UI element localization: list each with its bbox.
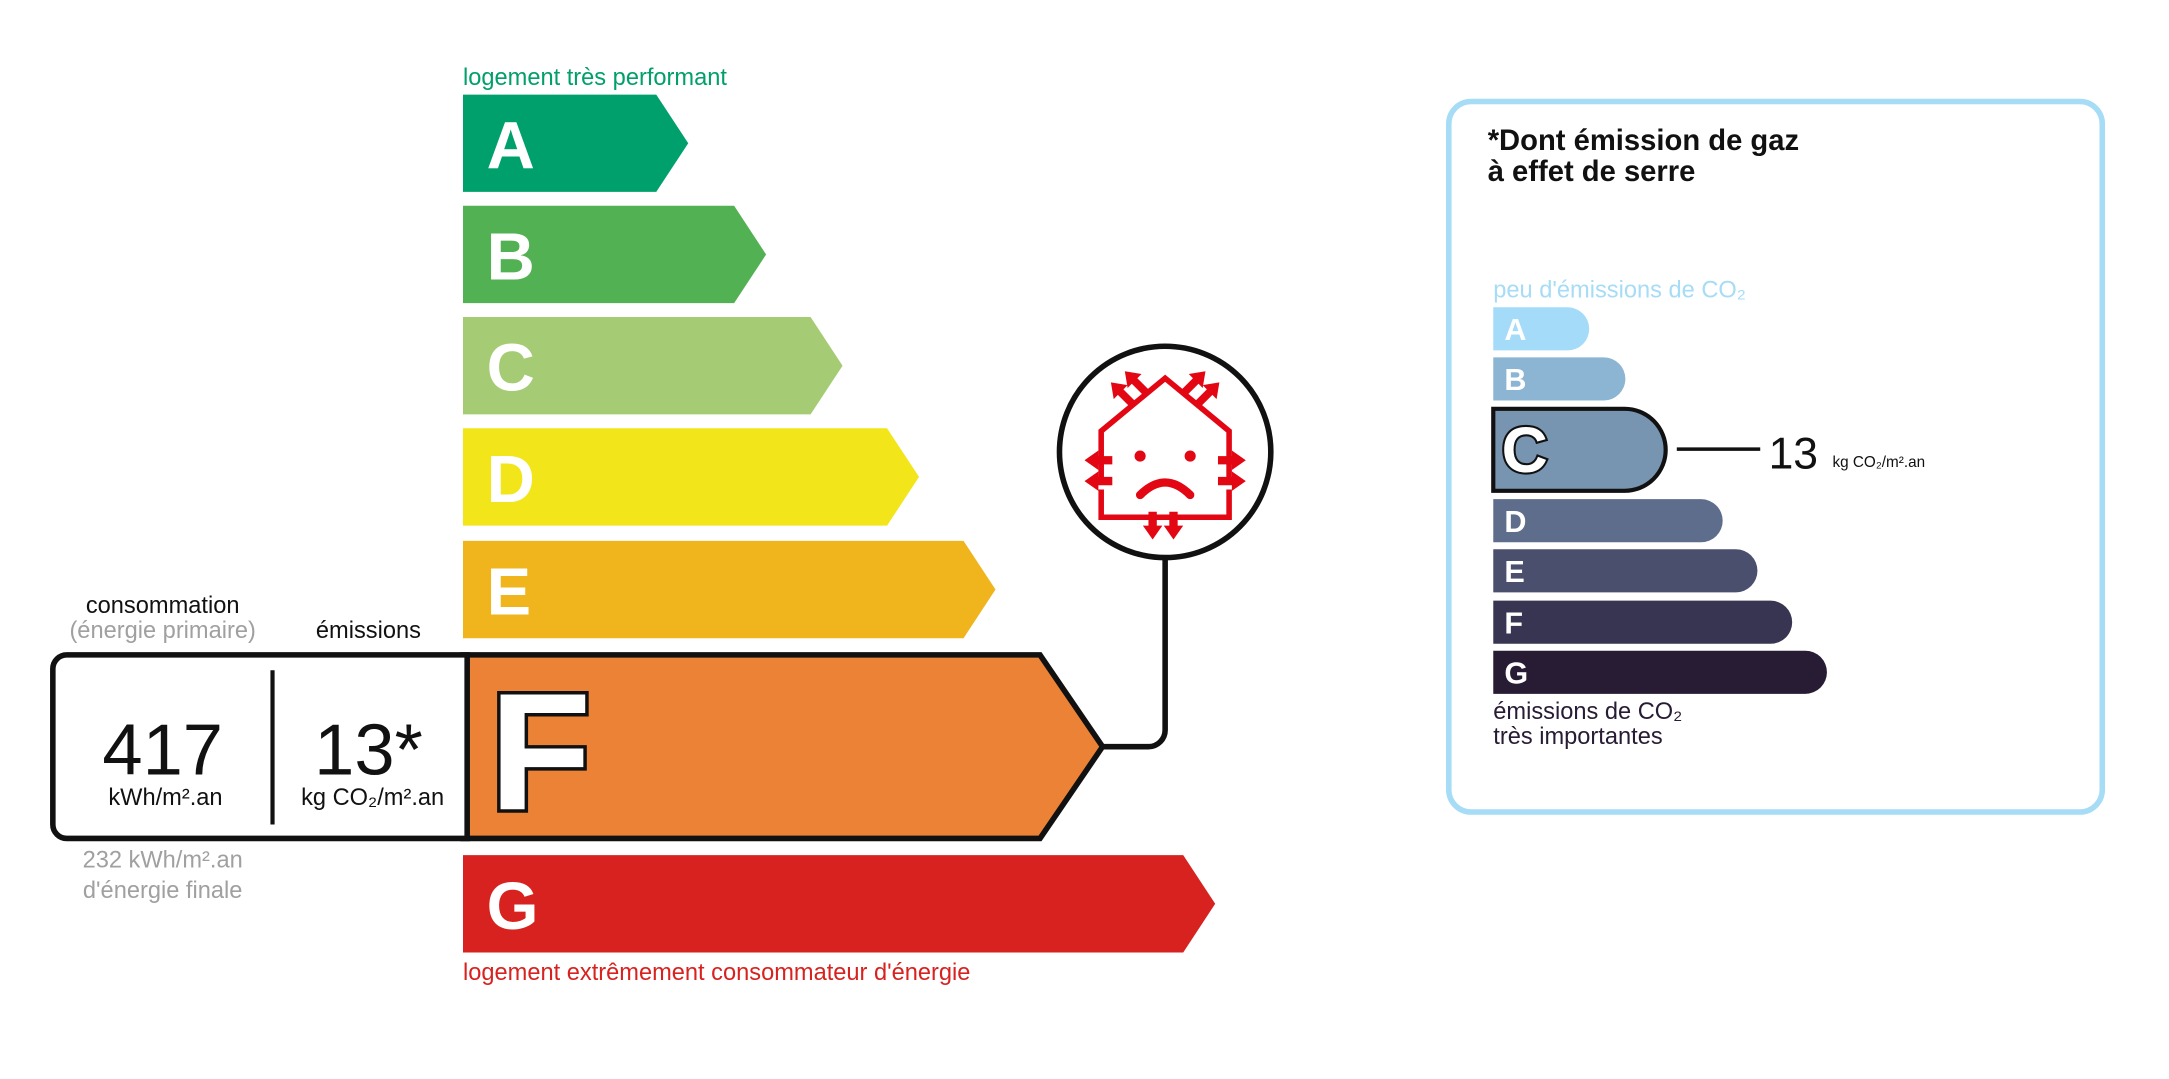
ges-class-e: E (1493, 549, 1758, 593)
consumption-unit: kWh/m².an (108, 785, 222, 811)
ges-class-c: C (1491, 406, 1668, 493)
consumption-label: consommation (86, 593, 240, 619)
ges-value: 13 (1769, 430, 1818, 479)
energy-class-letter: A (487, 109, 535, 183)
energy-class-g: G (462, 855, 1216, 953)
ges-bar (1493, 499, 1723, 543)
house-heat-loss-sad-icon (1056, 343, 1274, 561)
ges-top-label: peu d'émissions de CO₂ (1493, 278, 1746, 304)
ges-bar (1493, 307, 1590, 351)
ges-class-letter: B (1504, 363, 1526, 397)
ges-bar (1493, 357, 1626, 401)
energy-bar (462, 428, 920, 526)
emissions-value: 13* (314, 710, 423, 790)
emissions-label: émissions (316, 618, 421, 644)
ges-bar (1493, 600, 1793, 644)
final-energy-value: 232 kWh/m².an (83, 848, 243, 874)
ges-title-line2: à effet de serre (1488, 156, 1696, 188)
final-energy-label: d'énergie finale (83, 878, 243, 904)
ges-bar (1493, 549, 1758, 593)
energy-class-f: F (460, 652, 1106, 849)
energy-class-a: A (462, 94, 689, 192)
ges-class-letter: A (1504, 313, 1526, 347)
ges-title-line1: *Dont émission de gaz (1488, 125, 1799, 157)
consumption-value: 417 (102, 710, 223, 790)
ges-class-a: A (1493, 307, 1590, 351)
value-box (50, 652, 470, 842)
ges-class-letter: G (1504, 656, 1528, 690)
ges-class-g: G (1493, 650, 1827, 694)
energy-class-letter: E (487, 556, 532, 630)
energy-top-label: logement très performant (463, 65, 727, 91)
ges-class-letter: F (1504, 606, 1523, 640)
energy-bottom-label: logement extrêmement consommateur d'éner… (463, 960, 970, 986)
energy-bar (462, 540, 996, 639)
ges-class-letter: C (1502, 414, 1548, 486)
emissions-unit: kg CO₂/m².an (301, 785, 444, 811)
ges-class-b: B (1493, 357, 1626, 401)
energy-class-c: C (462, 317, 843, 415)
ges-bottom-label-line1: émissions de CO₂ (1493, 699, 1682, 725)
energy-class-e: E (462, 540, 996, 639)
energy-bar (462, 317, 843, 415)
energy-class-d: D (462, 428, 920, 526)
energy-class-letter: C (487, 332, 535, 406)
energy-bar (462, 205, 767, 304)
ges-class-d: D (1493, 499, 1723, 543)
ges-bar (1491, 406, 1668, 493)
ges-bar (1493, 650, 1827, 694)
energy-class-letter: B (487, 220, 535, 294)
energy-class-letter: G (487, 870, 539, 944)
connector-line (1102, 557, 1168, 750)
energy-class-letter: D (487, 443, 535, 517)
energy-bar (462, 855, 1216, 953)
energy-bar (462, 94, 689, 192)
ges-bottom-label-line2: très importantes (1493, 724, 1662, 750)
consumption-sublabel: (énergie primaire) (69, 618, 255, 644)
ges-unit: kg CO₂/m².an (1833, 454, 1926, 471)
energy-class-letter: F (489, 659, 591, 845)
energy-class-b: B (462, 205, 767, 304)
ges-class-f: F (1493, 600, 1793, 644)
ges-class-letter: D (1504, 505, 1526, 539)
ges-class-letter: E (1504, 555, 1524, 589)
